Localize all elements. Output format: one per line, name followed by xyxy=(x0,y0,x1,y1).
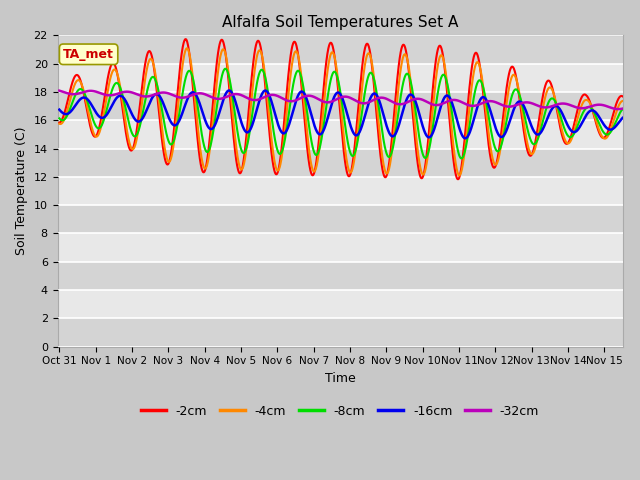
-8cm xyxy=(428,133,435,139)
-2cm xyxy=(619,94,627,99)
-8cm xyxy=(56,116,63,121)
-32cm xyxy=(614,106,622,112)
Bar xyxy=(58,262,623,290)
-32cm xyxy=(420,97,428,103)
-16cm xyxy=(619,115,627,121)
-16cm xyxy=(420,126,428,132)
-2cm xyxy=(232,151,239,157)
-16cm xyxy=(56,107,63,112)
-4cm xyxy=(619,98,627,104)
-16cm xyxy=(428,132,435,138)
-16cm xyxy=(232,99,239,105)
-4cm xyxy=(455,172,463,178)
-4cm xyxy=(566,139,574,145)
-2cm xyxy=(56,120,63,126)
-4cm xyxy=(183,46,191,51)
Y-axis label: Soil Temperature (C): Soil Temperature (C) xyxy=(15,127,28,255)
-4cm xyxy=(603,134,611,140)
-32cm xyxy=(428,101,435,107)
-8cm xyxy=(566,134,574,140)
Line: -4cm: -4cm xyxy=(60,48,623,175)
-16cm xyxy=(566,126,574,132)
-2cm xyxy=(428,99,435,105)
Bar xyxy=(58,233,623,262)
Line: -2cm: -2cm xyxy=(60,39,623,179)
-2cm xyxy=(603,131,611,137)
-32cm xyxy=(619,106,627,111)
-2cm xyxy=(454,176,461,182)
Line: -8cm: -8cm xyxy=(60,69,623,158)
Legend: -2cm, -4cm, -8cm, -16cm, -32cm: -2cm, -4cm, -8cm, -16cm, -32cm xyxy=(136,400,544,423)
Bar xyxy=(58,92,623,120)
Bar xyxy=(58,290,623,318)
Bar xyxy=(58,149,623,177)
-8cm xyxy=(180,81,188,86)
Line: -32cm: -32cm xyxy=(60,91,623,109)
Bar xyxy=(58,177,623,205)
-16cm xyxy=(461,135,469,141)
-4cm xyxy=(420,171,428,177)
-8cm xyxy=(420,154,428,159)
-8cm xyxy=(458,156,465,161)
-4cm xyxy=(180,51,188,57)
-4cm xyxy=(428,118,435,124)
Title: Alfalfa Soil Temperatures Set A: Alfalfa Soil Temperatures Set A xyxy=(222,15,458,30)
-32cm xyxy=(566,102,573,108)
-32cm xyxy=(603,103,611,109)
-2cm xyxy=(182,36,189,42)
-32cm xyxy=(232,91,239,97)
X-axis label: Time: Time xyxy=(324,372,355,385)
-16cm xyxy=(180,105,188,110)
-16cm xyxy=(603,125,611,131)
Bar xyxy=(58,120,623,149)
Bar xyxy=(58,205,623,233)
-32cm xyxy=(180,95,188,100)
Line: -16cm: -16cm xyxy=(60,90,623,138)
-16cm xyxy=(225,87,233,93)
-8cm xyxy=(619,106,627,112)
Text: TA_met: TA_met xyxy=(63,48,114,61)
-4cm xyxy=(56,121,63,127)
Bar xyxy=(58,64,623,92)
Bar xyxy=(58,318,623,347)
-2cm xyxy=(566,136,574,142)
-8cm xyxy=(232,115,239,121)
Bar xyxy=(58,36,623,64)
-8cm xyxy=(221,66,229,72)
-8cm xyxy=(603,132,611,137)
-32cm xyxy=(56,88,63,94)
-2cm xyxy=(180,38,188,44)
-4cm xyxy=(232,138,239,144)
-2cm xyxy=(420,171,428,177)
